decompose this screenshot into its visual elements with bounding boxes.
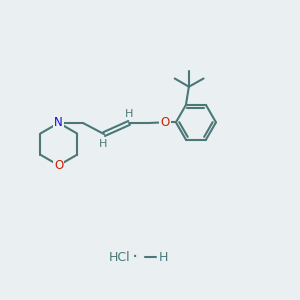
Text: ·: ·: [132, 248, 138, 267]
Text: H: H: [125, 109, 133, 119]
Text: N: N: [54, 116, 63, 129]
Text: O: O: [160, 116, 169, 129]
Text: O: O: [54, 159, 63, 172]
Text: H: H: [159, 251, 168, 264]
Text: H: H: [99, 139, 108, 148]
Text: HCl: HCl: [108, 251, 130, 264]
